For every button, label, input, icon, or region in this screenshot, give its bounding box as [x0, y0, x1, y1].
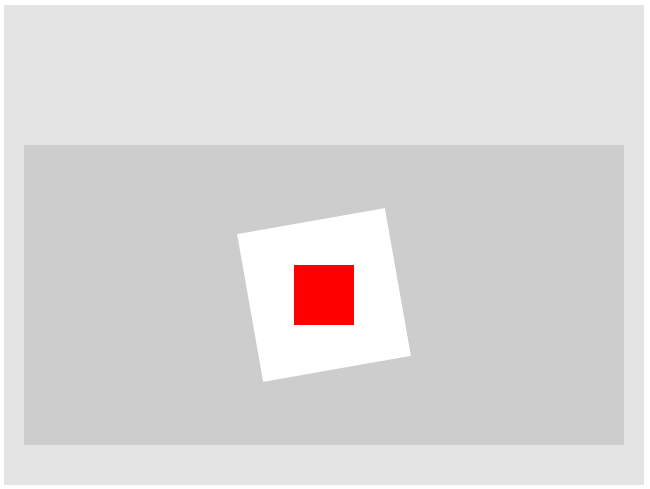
canvas-stage: [24, 145, 624, 445]
red-square: [294, 265, 354, 325]
page-frame: [4, 5, 644, 485]
